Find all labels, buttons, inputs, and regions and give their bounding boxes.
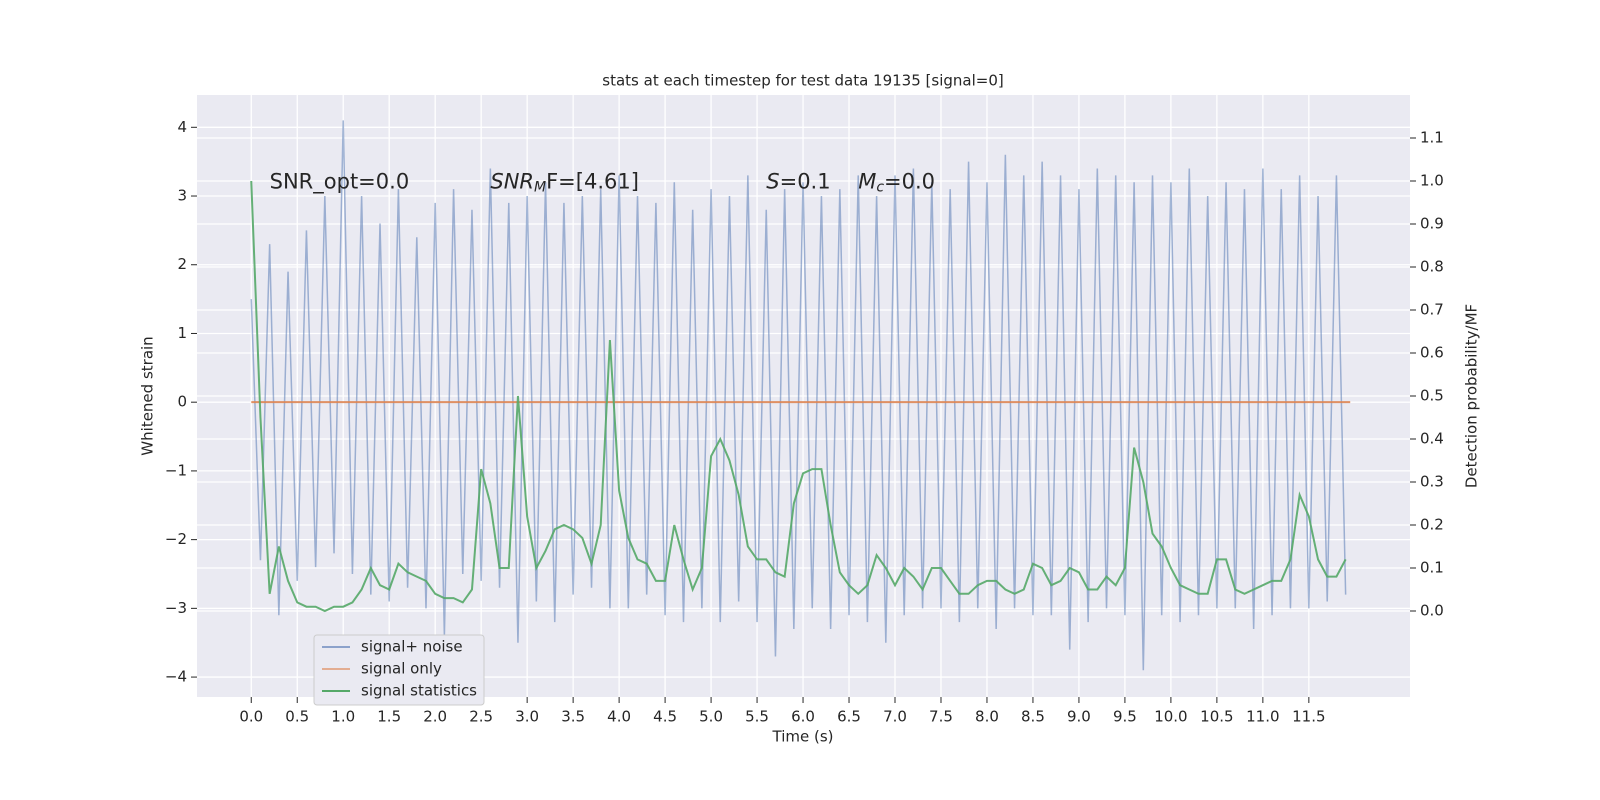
y-tick-label: −4 bbox=[165, 668, 187, 686]
annotation: S=0.1 bbox=[766, 169, 830, 193]
x-tick-label: 3.5 bbox=[561, 708, 585, 726]
chart-title: stats at each timestep for test data 191… bbox=[602, 72, 1003, 90]
x-tick-label: 1.0 bbox=[331, 708, 355, 726]
legend-label: signal statistics bbox=[361, 682, 477, 700]
x-tick-label: 5.5 bbox=[745, 708, 769, 726]
x-tick-label: 9.0 bbox=[1067, 708, 1091, 726]
y2-tick-label: 0.9 bbox=[1420, 215, 1444, 233]
annotation: SNR_opt=0.0 bbox=[270, 169, 410, 194]
series-line bbox=[250, 180, 1347, 613]
y-axis-label: Whitened strain bbox=[139, 336, 157, 455]
annotation-part: SNR bbox=[490, 169, 534, 193]
y2-tick-label: 0.6 bbox=[1420, 344, 1444, 362]
y-tick-label: 1 bbox=[177, 324, 187, 342]
y-tick-label: −1 bbox=[165, 461, 187, 479]
y-tick-label: 4 bbox=[177, 118, 187, 136]
y2-tick-label: 1.1 bbox=[1420, 129, 1444, 147]
y2-tick-label: 0.3 bbox=[1420, 473, 1444, 491]
annotation: Mc=0.0 bbox=[858, 169, 935, 195]
legend-label: signal+ noise bbox=[361, 638, 463, 656]
x-tick-label: 2.0 bbox=[423, 708, 447, 726]
x-tick-label: 10.5 bbox=[1200, 708, 1233, 726]
annotation: SNRMF=[4.61] bbox=[490, 169, 639, 195]
annotation-part: M bbox=[534, 179, 546, 195]
y2-tick-label: 0.0 bbox=[1420, 602, 1444, 620]
y2-tick-label: 0.2 bbox=[1420, 516, 1444, 534]
x-tick-label: 6.5 bbox=[837, 708, 861, 726]
x-tick-label: 6.0 bbox=[791, 708, 815, 726]
y2-tick-label: 1.0 bbox=[1420, 172, 1444, 190]
y2-tick-label: 0.4 bbox=[1420, 430, 1444, 448]
annotation-part: =0.1 bbox=[780, 169, 831, 193]
x-tick-label: 4.5 bbox=[653, 708, 677, 726]
annotation-part: S bbox=[766, 169, 779, 193]
x-tick-label: 5.0 bbox=[699, 708, 723, 726]
y2-axis-label: Detection probability/MF bbox=[1463, 304, 1481, 488]
x-tick-label: 2.5 bbox=[469, 708, 493, 726]
x-tick-label: 10.0 bbox=[1154, 708, 1187, 726]
y-tick-label: −2 bbox=[165, 530, 187, 548]
annotation-part: M bbox=[858, 169, 876, 193]
y-tick-label: 2 bbox=[177, 255, 187, 273]
x-tick-label: 0.0 bbox=[239, 708, 263, 726]
y-tick-label: 3 bbox=[177, 187, 187, 205]
annotation-part: SNR_opt=0.0 bbox=[270, 169, 410, 194]
series-line bbox=[250, 120, 1347, 671]
x-tick-label: 3.0 bbox=[515, 708, 539, 726]
x-axis-label: Time (s) bbox=[772, 728, 834, 746]
y2-tick-label: 0.5 bbox=[1420, 387, 1444, 405]
annotation-part: c bbox=[876, 179, 884, 195]
x-tick-label: 7.0 bbox=[883, 708, 907, 726]
x-tick-label: 1.5 bbox=[377, 708, 401, 726]
y-tick-label: 0 bbox=[177, 393, 187, 411]
x-tick-label: 7.5 bbox=[929, 708, 953, 726]
annotation-part: =0.0 bbox=[884, 169, 935, 193]
legend-label: signal only bbox=[361, 660, 442, 678]
x-tick-label: 8.5 bbox=[1021, 708, 1045, 726]
x-tick-label: 11.5 bbox=[1292, 708, 1325, 726]
y-tick-label: −3 bbox=[165, 599, 187, 617]
x-tick-label: 0.5 bbox=[285, 708, 309, 726]
x-tick-label: 9.5 bbox=[1113, 708, 1137, 726]
annotation-part: F=[4.61] bbox=[546, 169, 639, 193]
x-tick-label: 8.0 bbox=[975, 708, 999, 726]
y2-tick-label: 0.8 bbox=[1420, 258, 1444, 276]
x-tick-label: 11.0 bbox=[1246, 708, 1279, 726]
legend-box bbox=[313, 634, 485, 706]
y2-tick-label: 0.7 bbox=[1420, 301, 1444, 319]
y2-tick-label: 0.1 bbox=[1420, 559, 1444, 577]
x-tick-label: 4.0 bbox=[607, 708, 631, 726]
